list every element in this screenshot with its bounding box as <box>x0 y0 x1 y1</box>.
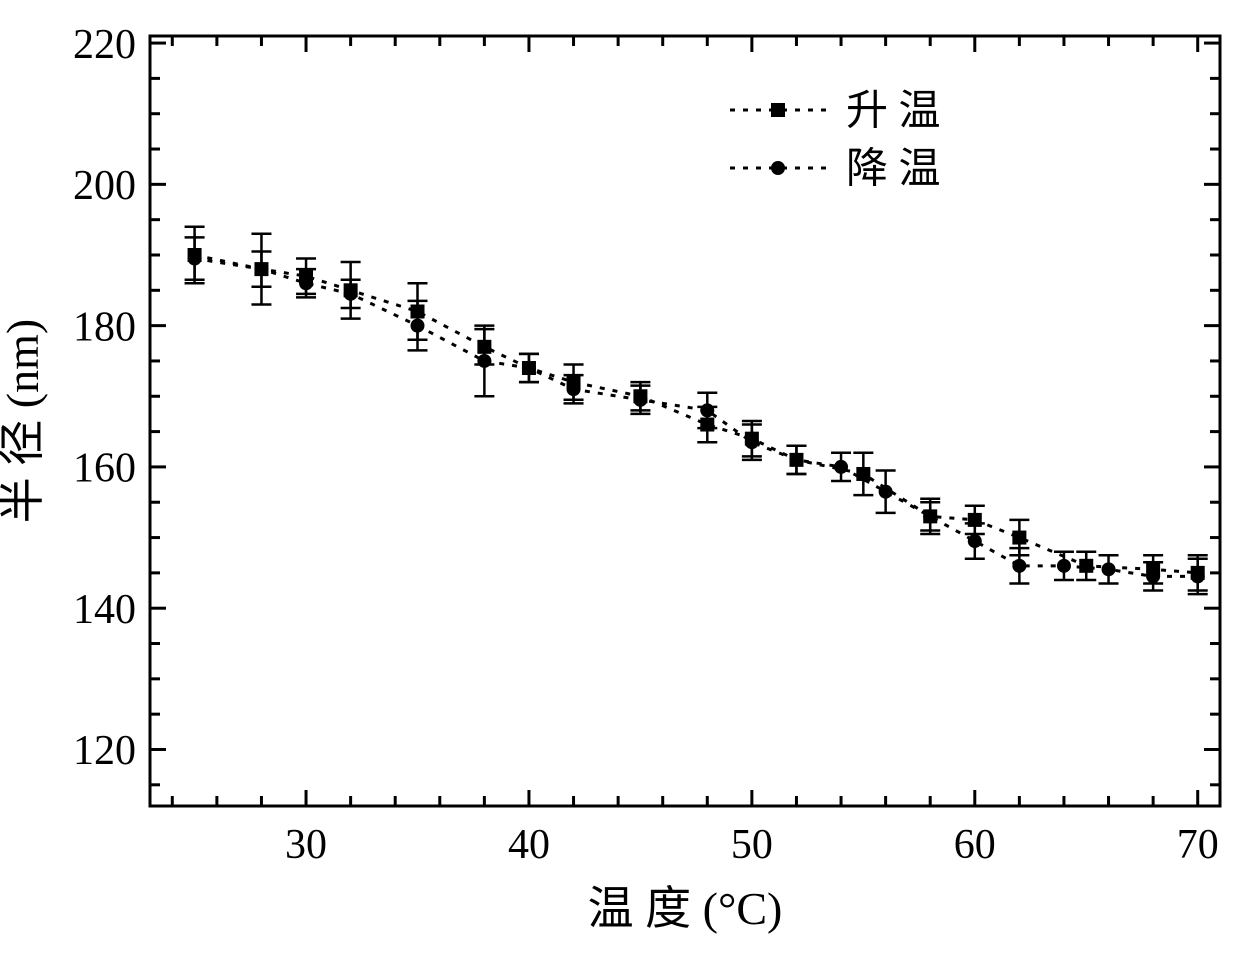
marker-circle <box>1146 569 1160 583</box>
marker-circle <box>344 287 358 301</box>
marker-circle <box>968 534 982 548</box>
legend-row-heating: 升 温 <box>730 89 941 135</box>
y-tick-label: 160 <box>73 446 136 492</box>
marker-circle <box>1012 559 1026 573</box>
y-axis-label: 半 径 (nm) <box>0 319 48 523</box>
legend-label: 降 温 <box>846 147 941 193</box>
x-tick-label: 30 <box>285 822 327 868</box>
y-tick-label: 200 <box>73 163 136 209</box>
marker-circle <box>745 435 759 449</box>
series-cooling <box>185 237 1208 594</box>
marker-circle <box>522 361 536 375</box>
y-tick-label: 140 <box>73 587 136 633</box>
marker-circle <box>1102 562 1116 576</box>
marker-circle <box>700 403 714 417</box>
marker-circle <box>567 382 581 396</box>
series-heating <box>185 227 1208 591</box>
marker-circle <box>477 354 491 368</box>
legend-label: 升 温 <box>846 89 941 135</box>
marker-circle <box>879 485 893 499</box>
x-tick-label: 60 <box>954 822 996 868</box>
marker-circle <box>923 509 937 523</box>
chart-container: 30 40 50 60 70 温 度 (°C) 120 140 160 180 200 220 半 径 … <box>0 0 1240 956</box>
y-tick-label: 220 <box>73 22 136 68</box>
marker-square <box>856 467 870 481</box>
marker-circle <box>834 460 848 474</box>
legend-row-cooling: 降 温 <box>730 147 941 193</box>
x-tick-label: 70 <box>1177 822 1219 868</box>
marker-circle <box>1191 569 1205 583</box>
legend-marker-square <box>771 103 785 117</box>
marker-circle <box>411 319 425 333</box>
y-tick-label: 120 <box>73 728 136 774</box>
x-tick-label: 40 <box>508 822 550 868</box>
marker-circle <box>1057 559 1071 573</box>
x-tick-label: 50 <box>731 822 773 868</box>
marker-circle <box>188 252 202 266</box>
series-cooling-line <box>195 259 1198 577</box>
legend: 升 温降 温 <box>730 89 941 193</box>
chart-svg: 30 40 50 60 70 温 度 (°C) 120 140 160 180 200 220 半 径 … <box>0 0 1240 956</box>
marker-square <box>1012 531 1026 545</box>
series-heating-line <box>195 255 1198 573</box>
legend-marker-circle <box>771 161 785 175</box>
marker-circle <box>299 276 313 290</box>
marker-circle <box>254 262 268 276</box>
plot-border <box>150 36 1220 806</box>
marker-circle <box>633 393 647 407</box>
marker-circle <box>789 453 803 467</box>
y-tick-label: 180 <box>73 304 136 350</box>
x-axis-label: 温 度 (°C) <box>588 883 783 934</box>
